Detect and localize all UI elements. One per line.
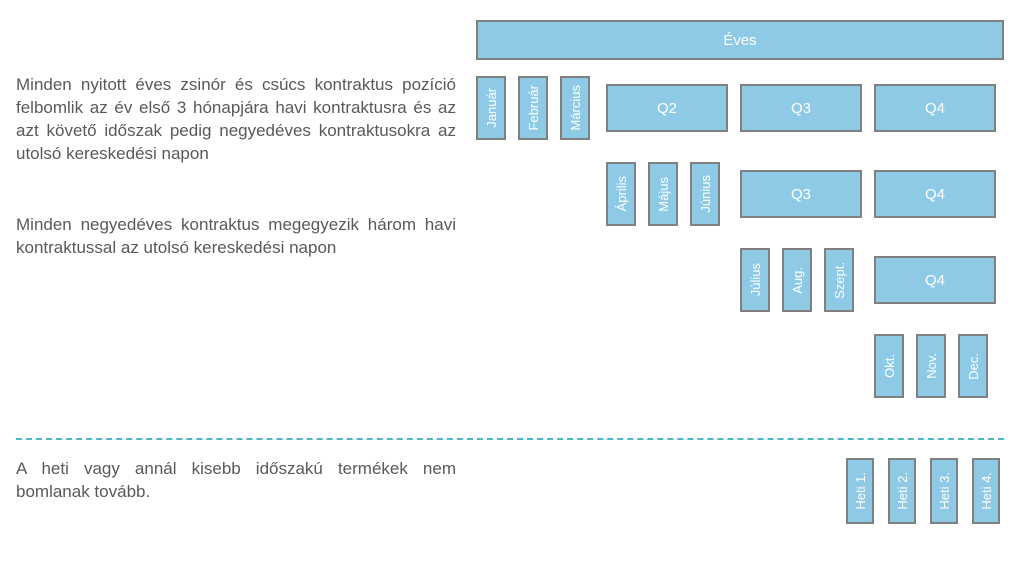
month-label: Dec. <box>966 353 981 380</box>
paragraph-2: Minden negyedéves kontraktus megegyezik … <box>16 214 456 260</box>
paragraph-1: Minden nyitott éves zsinór és csúcs kont… <box>16 74 456 166</box>
section-divider <box>16 438 1004 440</box>
month-label: Aug. <box>790 267 805 294</box>
year-box: Éves <box>476 20 1004 60</box>
month-box: Június <box>690 162 720 226</box>
weekly-text: A heti vagy annál kisebb időszakú termék… <box>16 458 456 521</box>
weekly-label: Heti 3. <box>937 472 952 510</box>
text-column: Minden nyitott éves zsinór és csúcs kont… <box>16 20 456 277</box>
quarter-box: Q3 <box>740 170 862 218</box>
quarter-box: Q4 <box>874 170 996 218</box>
upper-section: Minden nyitott éves zsinór és csúcs kont… <box>16 20 1004 410</box>
month-box: Okt. <box>874 334 904 398</box>
month-label: Okt. <box>882 354 897 378</box>
quarter-box: Q4 <box>874 256 996 304</box>
month-box: Január <box>476 76 506 140</box>
month-label: Április <box>614 176 629 211</box>
month-label: Nov. <box>924 353 939 379</box>
weekly-section: A heti vagy annál kisebb időszakú termék… <box>16 458 1004 524</box>
quarter-box: Q2 <box>606 84 728 132</box>
month-box: Július <box>740 248 770 312</box>
month-box: Április <box>606 162 636 226</box>
weekly-label: Heti 2. <box>895 472 910 510</box>
month-box: Február <box>518 76 548 140</box>
month-label: Július <box>748 263 763 296</box>
month-box: Május <box>648 162 678 226</box>
weekly-box: Heti 2. <box>888 458 916 524</box>
quarter-box: Q3 <box>740 84 862 132</box>
month-label: Május <box>656 177 671 212</box>
month-box: Nov. <box>916 334 946 398</box>
weekly-boxes: Heti 1. Heti 2. Heti 3. Heti 4. <box>476 458 1004 524</box>
month-box: Szept. <box>824 248 854 312</box>
month-label: Január <box>484 88 499 128</box>
weekly-box: Heti 4. <box>972 458 1000 524</box>
month-box: Dec. <box>958 334 988 398</box>
weekly-label: Heti 4. <box>979 472 994 510</box>
month-box: Március <box>560 76 590 140</box>
month-label: Március <box>568 85 583 131</box>
month-label: Szept. <box>832 262 847 299</box>
weekly-box: Heti 1. <box>846 458 874 524</box>
weekly-label: Heti 1. <box>853 472 868 510</box>
weekly-box: Heti 3. <box>930 458 958 524</box>
quarter-box: Q4 <box>874 84 996 132</box>
month-box: Aug. <box>782 248 812 312</box>
cascade-chart: ÉvesJanuárFebruárMárciusQ2Q3Q4ÁprilisMáj… <box>476 20 1004 410</box>
month-label: Június <box>698 175 713 213</box>
paragraph-3: A heti vagy annál kisebb időszakú termék… <box>16 458 456 504</box>
month-label: Február <box>526 85 541 131</box>
